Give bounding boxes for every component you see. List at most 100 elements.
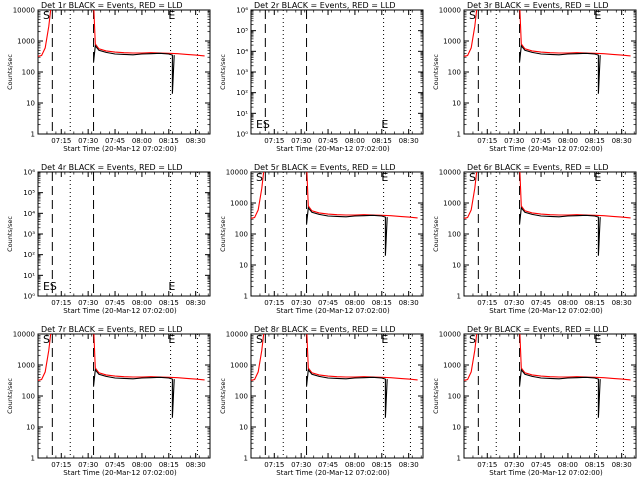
panel-title: Det 3r BLACK = Events, RED = LLD [467,1,609,10]
x-tick-label: 08:30 [186,299,206,307]
y-tick-label: 100 [235,231,248,239]
x-tick-label: 07:30 [78,461,98,469]
y-axis-label: Counts/sec [6,216,14,252]
plot-frame [250,333,424,459]
time-marker-label: S [469,9,476,22]
y-axis-label: Counts/sec [219,54,227,90]
x-tick-label: 07:30 [504,461,524,469]
time-marker-label: E [168,280,175,293]
panel-title: Det 5r BLACK = Events, RED = LLD [254,163,396,172]
time-marker-label: E [594,9,601,22]
time-marker-label: S [43,9,50,22]
x-tick-label: 08:15 [159,461,179,469]
x-tick-label: 07:45 [105,137,125,145]
x-tick-label: 08:00 [558,299,578,307]
x-tick-label: 07:30 [78,299,98,307]
lld-series-line [251,172,418,219]
x-tick-label: 07:15 [51,137,71,145]
detector-panel-5: Det 5r BLACK = Events, RED = LLD 1 10 100 10… [219,163,424,315]
y-tick-label: 10² [23,251,35,259]
y-tick-label: 10² [236,89,248,97]
x-tick-label: 07:30 [291,461,311,469]
y-tick-label: 1000 [17,362,35,370]
y-tick-label: 100 [235,393,248,401]
x-tick-label: 07:15 [51,299,71,307]
x-axis-label: Start Time (20-Mar-12 07:02:00) [276,307,390,315]
y-tick-label: 100 [22,393,35,401]
events-series-line [305,368,388,418]
detector-panel-9: Det 9r BLACK = Events, RED = LLD 1 10 100 10… [432,325,637,477]
time-marker-label: ES [43,280,57,293]
x-tick-label: 08:00 [132,299,152,307]
x-tick-label: 07:30 [504,137,524,145]
lld-series-line [464,10,631,57]
x-tick-label: 08:00 [345,299,365,307]
y-axis-label: Counts/sec [432,216,440,252]
x-tick-label: 08:30 [399,461,419,469]
plot-frame [463,333,637,459]
y-axis-label: Counts/sec [219,216,227,252]
y-tick-label: 10000 [439,331,461,339]
x-axis-label: Start Time (20-Mar-12 07:02:00) [63,307,177,315]
lld-series-line [251,334,418,381]
y-tick-label: 1 [244,455,248,463]
x-axis-label: Start Time (20-Mar-12 07:02:00) [489,145,603,153]
x-tick-label: 08:15 [372,299,392,307]
x-tick-label: 08:15 [585,299,605,307]
x-tick-label: 08:30 [399,299,419,307]
x-tick-label: 07:15 [477,299,497,307]
y-tick-label: 1000 [230,200,248,208]
detector-panel-4: Det 4r BLACK = Events, RED = LLD 10⁰ 10¹ 10… [6,163,211,315]
plot-frame [463,171,637,297]
x-tick-label: 07:15 [264,137,284,145]
x-tick-label: 07:45 [318,299,338,307]
y-tick-label: 10 [452,262,461,270]
x-tick-label: 07:45 [105,461,125,469]
x-tick-label: 07:15 [477,461,497,469]
time-marker-label: E [381,118,388,131]
x-tick-label: 08:15 [585,137,605,145]
y-tick-label: 10000 [439,7,461,15]
x-axis-label: Start Time (20-Mar-12 07:02:00) [63,469,177,477]
y-tick-label: 10⁶ [236,7,248,15]
y-tick-label: 10³ [236,69,248,77]
y-tick-label: 10⁵ [23,189,35,197]
time-marker-label: E [168,9,175,22]
y-tick-label: 1 [31,455,35,463]
time-marker-label: E [594,333,601,346]
y-tick-label: 10 [26,424,35,432]
x-axis-label: Start Time (20-Mar-12 07:02:00) [63,145,177,153]
y-tick-label: 10000 [439,169,461,177]
x-tick-label: 08:30 [399,137,419,145]
events-series-line [518,44,601,94]
x-tick-label: 08:15 [585,461,605,469]
x-tick-label: 07:30 [291,299,311,307]
x-tick-label: 08:30 [612,461,632,469]
x-tick-label: 07:15 [477,137,497,145]
x-tick-label: 07:15 [264,299,284,307]
x-axis-label: Start Time (20-Mar-12 07:02:00) [489,307,603,315]
y-tick-label: 100 [22,69,35,77]
detector-panel-3: Det 3r BLACK = Events, RED = LLD 1 10 100 10… [432,1,637,153]
time-marker-label: S [256,171,263,184]
y-tick-label: 1 [31,131,35,139]
time-marker-label: S [469,171,476,184]
x-tick-label: 08:00 [132,461,152,469]
y-tick-label: 10⁴ [236,48,248,56]
panel-title: Det 4r BLACK = Events, RED = LLD [41,163,183,172]
y-tick-label: 1 [457,455,461,463]
time-marker-label: S [43,333,50,346]
events-series-line [305,206,388,256]
x-tick-label: 07:30 [78,137,98,145]
x-tick-label: 07:15 [51,461,71,469]
y-tick-label: 10000 [13,331,35,339]
y-tick-label: 1 [457,293,461,301]
x-axis-label: Start Time (20-Mar-12 07:02:00) [276,145,390,153]
events-series-line [518,206,601,256]
x-tick-label: 08:30 [186,461,206,469]
y-tick-label: 10¹ [23,272,35,280]
lld-series-line [38,10,205,57]
y-axis-label: Counts/sec [6,54,14,90]
panel-title: Det 6r BLACK = Events, RED = LLD [467,163,609,172]
